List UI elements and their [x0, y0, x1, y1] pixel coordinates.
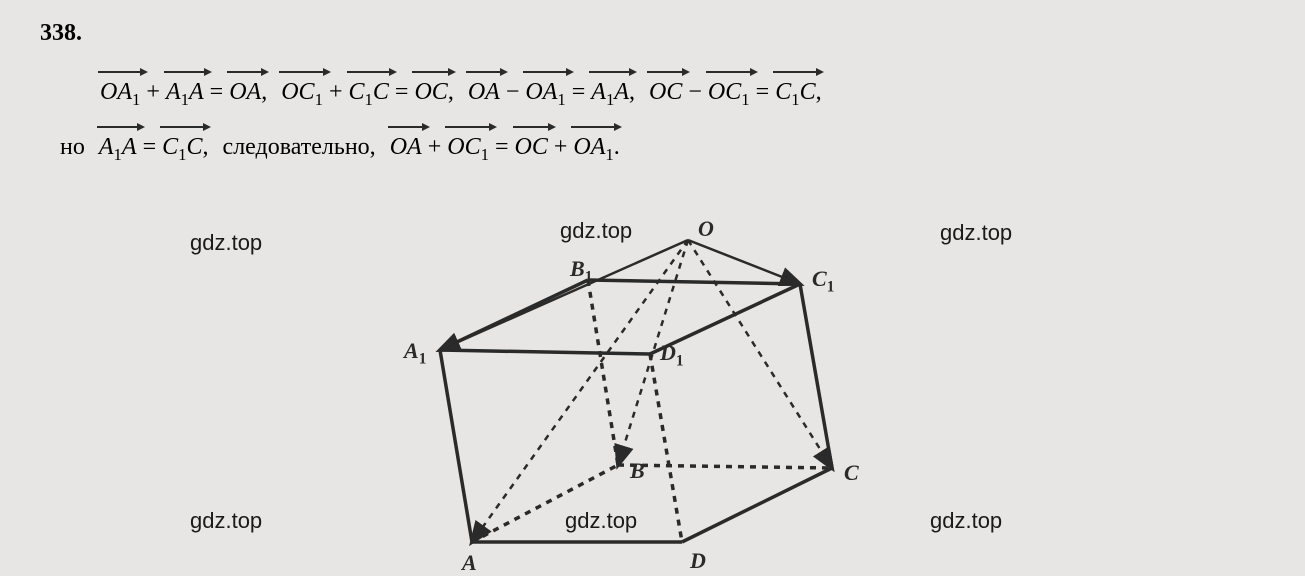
vertex-label: B — [630, 458, 645, 484]
vertex-label: C — [844, 460, 859, 486]
watermark: gdz.top — [190, 508, 262, 534]
equation-line-2: но A1A=C1C,следовательно, OA+OC1=OC+OA1. — [40, 126, 1265, 165]
watermark: gdz.top — [940, 220, 1012, 246]
watermark: gdz.top — [190, 230, 262, 256]
problem-number: 338. — [40, 20, 1265, 47]
vertex-label: A1 — [404, 338, 426, 368]
vertex-label: B1 — [570, 256, 592, 286]
equation-line-1: OA1+A1A=OA,OC1+C1C=OC,OA−OA1=A1A,OC−OC1=… — [40, 71, 1265, 110]
vertex-label: C1 — [812, 266, 834, 296]
cube-diagram: OA1B1C1D1ABCD — [380, 210, 900, 570]
vertex-label: D — [690, 548, 706, 574]
vertex-label: O — [698, 216, 714, 242]
watermark: gdz.top — [930, 508, 1002, 534]
vertex-label: A — [462, 550, 477, 576]
cube-svg — [380, 210, 900, 570]
vertex-label: D1 — [660, 340, 684, 370]
